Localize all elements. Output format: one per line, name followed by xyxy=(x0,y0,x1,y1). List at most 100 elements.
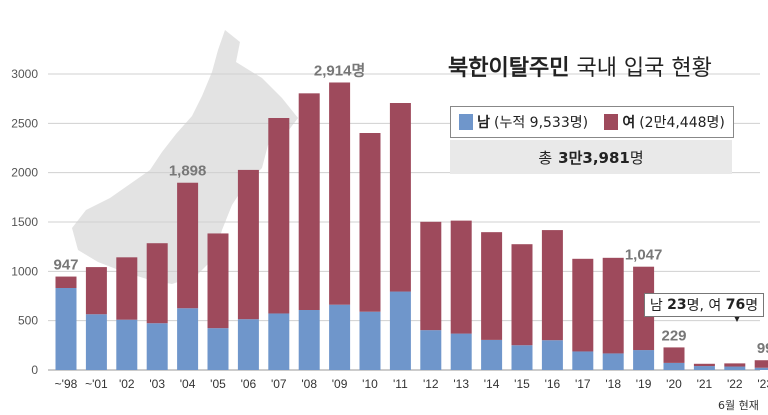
bar-male-23 xyxy=(754,367,768,370)
bar-male-6 xyxy=(237,319,259,370)
y-tick-label: 1500 xyxy=(11,215,38,229)
bar-female-23 xyxy=(754,360,768,368)
y-tick-label: 3000 xyxy=(11,67,38,81)
bar-male-5 xyxy=(207,328,229,370)
callout-2023: 남 23 명, 여 76 명 xyxy=(644,293,764,317)
legend: 남 (누적 9,533명) 여 (2만4,448명) xyxy=(450,106,734,138)
x-tick-label: '19 xyxy=(636,377,652,391)
title-bold: 북한이탈주민 xyxy=(448,56,570,81)
bar-male-13 xyxy=(450,333,472,370)
x-tick-label: '13 xyxy=(453,377,469,391)
x-tick-label: '12 xyxy=(423,377,439,391)
footnote: 6월 현재 xyxy=(718,399,759,412)
x-tick-label: ~'98 xyxy=(55,377,78,391)
callout-mid: 명, 여 xyxy=(686,298,722,314)
bar-male-22 xyxy=(724,366,746,370)
x-tick-label: ~'01 xyxy=(85,377,108,391)
bar-male-7 xyxy=(268,313,290,370)
bar-male-16 xyxy=(541,340,563,370)
bar-female-4 xyxy=(177,182,199,309)
total-labels: 947 1,898 2,914명 1,047 229 99 xyxy=(53,61,768,357)
bar-male-1 xyxy=(85,314,107,370)
y-tick-label: 2000 xyxy=(11,166,38,180)
total-suffix: 명 xyxy=(629,148,644,167)
legend-item-male: 남 (누적 9,533명) xyxy=(459,112,588,132)
callout-prefix: 남 xyxy=(649,298,663,314)
x-tick-label: '06 xyxy=(241,377,257,391)
bar-female-8 xyxy=(298,93,320,311)
bar-female-20 xyxy=(663,347,685,363)
x-tick-label: '14 xyxy=(484,377,500,391)
bar-male-9 xyxy=(329,304,351,370)
y-tick-label: 1000 xyxy=(11,264,38,278)
callout-pointer xyxy=(734,316,740,322)
bar-female-5 xyxy=(207,233,229,329)
legend-label-male: 남 xyxy=(477,115,490,131)
chart-title: 북한이탈주민 국내 입국 현황 xyxy=(448,50,712,82)
bar-male-4 xyxy=(177,308,199,370)
bar-male-21 xyxy=(693,366,715,370)
x-tick-label: '10 xyxy=(362,377,378,391)
bar-female-11 xyxy=(389,103,411,292)
bar-female-22 xyxy=(724,363,746,367)
title-rest: 국내 입국 현황 xyxy=(576,56,712,81)
bar-female-10 xyxy=(359,133,381,312)
callout-male: 23 xyxy=(667,297,687,313)
legend-item-female: 여 (2만4,448명) xyxy=(604,112,725,132)
bar-male-8 xyxy=(298,310,320,370)
total-summary: 총 3만3,981명 xyxy=(450,140,732,174)
y-tick-label: 500 xyxy=(18,314,38,328)
bar-female-13 xyxy=(450,220,472,334)
legend-swatch-male xyxy=(459,114,474,130)
callout-suffix: 명 xyxy=(745,298,759,314)
x-tick-label: '18 xyxy=(605,377,621,391)
bar-female-15 xyxy=(511,244,533,346)
bar-female-3 xyxy=(146,243,168,324)
x-tick-label: '20 xyxy=(666,377,682,391)
total-label: 2,914명 xyxy=(314,61,365,79)
total-label: 99 xyxy=(757,340,768,357)
x-tick-label: '16 xyxy=(545,377,561,391)
x-tick-label: '23 xyxy=(757,377,768,391)
bar-female-14 xyxy=(481,232,503,340)
callout-female: 76 xyxy=(725,297,746,313)
bar-female-1 xyxy=(85,267,107,315)
y-tick-label: 0 xyxy=(31,363,38,377)
total-label: 229 xyxy=(661,327,686,344)
bar-male-2 xyxy=(116,319,138,370)
total-label: 947 xyxy=(53,257,78,274)
total-label: 1,047 xyxy=(625,247,663,264)
legend-detail-female: (2만4,448명) xyxy=(639,115,725,131)
bar-male-19 xyxy=(633,350,655,370)
x-tick-label: '08 xyxy=(301,377,317,391)
bar-male-10 xyxy=(359,311,381,370)
total-value: 3만3,981 xyxy=(558,148,630,167)
x-tick-label: '21 xyxy=(697,377,713,391)
x-tick-label: '02 xyxy=(119,377,135,391)
north-korea-map-silhouette xyxy=(72,30,298,284)
bar-female-19 xyxy=(633,266,655,351)
bar-female-12 xyxy=(420,221,442,331)
total-label: 1,898 xyxy=(169,163,207,180)
bars xyxy=(55,82,768,370)
x-tick-label: '11 xyxy=(393,377,408,391)
legend-swatch-female xyxy=(604,114,619,130)
bar-female-2 xyxy=(116,257,138,320)
x-tick-label: '05 xyxy=(210,377,226,391)
bar-male-11 xyxy=(389,291,411,370)
bar-female-16 xyxy=(541,230,563,341)
x-axis-ticks: ~'98 ~'01 '02 '03 '04 '05 '06 '07 '08 '09 '10 '11 '1… xyxy=(55,377,768,391)
x-tick-label: '22 xyxy=(727,377,743,391)
x-tick-label: '09 xyxy=(332,377,348,391)
bar-male-18 xyxy=(602,353,624,370)
y-axis-ticks: 0 500 1000 1500 2000 2500 3000 xyxy=(11,67,38,377)
bar-male-14 xyxy=(481,339,503,370)
bar-male-17 xyxy=(572,351,594,370)
bar-male-3 xyxy=(146,323,168,370)
bar-male-12 xyxy=(420,330,442,370)
bar-male-20 xyxy=(663,362,685,370)
total-prefix: 총 xyxy=(538,148,553,167)
x-tick-label: '04 xyxy=(180,377,196,391)
bar-female-18 xyxy=(602,257,624,354)
